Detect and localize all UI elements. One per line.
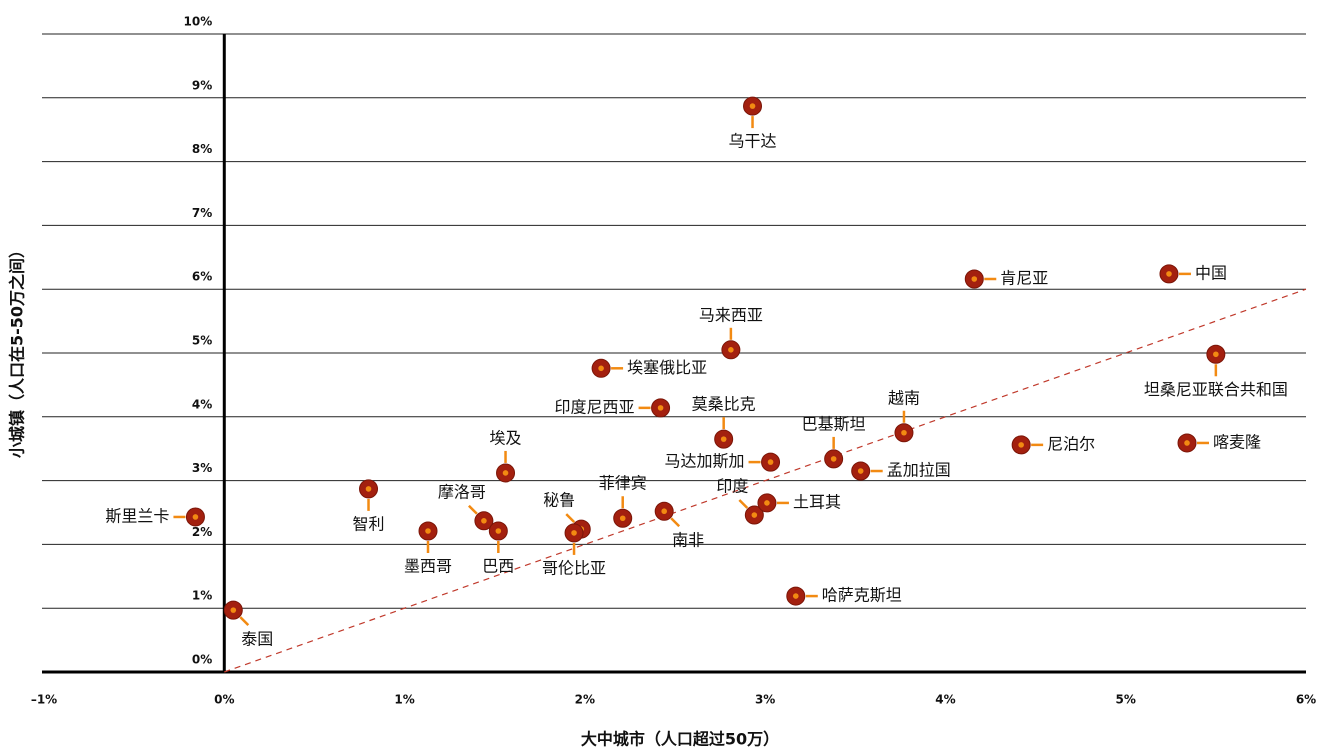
x-tick-label: 6%	[1296, 693, 1316, 707]
point-center	[192, 514, 199, 520]
x-tick-label: 5%	[1116, 693, 1136, 707]
point-center	[571, 530, 577, 536]
y-tick-label: 8%	[192, 142, 212, 156]
point-center	[764, 500, 770, 506]
leader-line	[239, 616, 250, 626]
point-label: 马来西亚	[699, 305, 763, 324]
point-label: 马达加斯加	[665, 452, 745, 471]
y-tick-label: 5%	[192, 334, 212, 348]
point-center	[502, 470, 509, 476]
point-label: 巴西	[482, 557, 514, 576]
point-label: 斯里兰卡	[105, 506, 169, 525]
x-tick-label: 0%	[214, 693, 234, 707]
point-label: 坦桑尼亚联合共和国	[1144, 380, 1288, 399]
point-label: 喀麦隆	[1213, 432, 1261, 451]
point-label: 印度	[716, 477, 748, 496]
point-label: 乌干达	[729, 132, 777, 151]
y-tick-label: 2%	[192, 525, 212, 539]
y-tick-label: 0%	[192, 653, 212, 667]
point-label: 尼泊尔	[1047, 434, 1095, 453]
leader-line	[738, 499, 749, 509]
point-center	[901, 429, 907, 436]
y-tick-label: 10%	[184, 15, 213, 29]
point-label: 泰国	[241, 630, 273, 649]
x-tick-label: 2%	[575, 693, 595, 707]
leader-line	[468, 504, 478, 515]
point-center	[619, 515, 626, 522]
point-center	[792, 593, 799, 599]
y-axis-title: 小城镇（人口在5-50万之间）	[8, 242, 27, 458]
y-tick-label: 1%	[192, 589, 212, 603]
point-label: 巴基斯坦	[802, 414, 866, 433]
point-center	[365, 486, 372, 492]
reference-line	[224, 288, 1307, 673]
point-label: 莫桑比克	[692, 395, 756, 414]
point-center	[481, 517, 487, 524]
y-tick-label: 9%	[192, 78, 212, 92]
point-center	[857, 468, 864, 474]
point-center	[971, 276, 978, 282]
leader-line	[565, 513, 576, 523]
x-tick-label: 3%	[755, 693, 775, 707]
point-label: 土耳其	[793, 492, 841, 511]
point-label: 智利	[353, 514, 385, 533]
leader-line	[670, 517, 681, 528]
point-center	[1166, 271, 1172, 277]
point-label: 孟加拉国	[887, 461, 951, 480]
x-tick-label: 4%	[935, 693, 955, 707]
point-label: 秘鲁	[543, 491, 575, 510]
point-label: 菲律宾	[599, 474, 647, 493]
x-axis-title: 大中城市（人口超过50万）	[581, 730, 779, 749]
point-label: 印度尼西亚	[555, 397, 635, 416]
point-label: 哈萨克斯坦	[822, 586, 902, 605]
point-center	[749, 103, 756, 109]
point-label: 埃及	[490, 428, 522, 447]
point-center	[767, 459, 774, 465]
x-tick-label: –1%	[31, 693, 57, 707]
y-tick-label: 7%	[192, 206, 212, 220]
point-center	[1213, 351, 1219, 358]
point-center	[830, 456, 837, 462]
point-label: 越南	[888, 388, 920, 407]
point-center	[425, 528, 431, 534]
point-center	[230, 607, 237, 613]
point-label: 摩洛哥	[438, 482, 486, 501]
point-label: 墨西哥	[404, 557, 452, 576]
y-tick-label: 3%	[192, 461, 212, 475]
point-center	[495, 528, 502, 534]
point-label: 肯尼亚	[1000, 268, 1048, 287]
x-tick-label: 1%	[394, 693, 414, 707]
y-tick-label: 6%	[192, 270, 212, 284]
point-center	[598, 365, 604, 372]
point-center	[661, 508, 667, 515]
point-center	[720, 436, 727, 442]
y-tick-label: 4%	[192, 397, 212, 411]
point-center	[751, 512, 758, 518]
point-label: 埃塞俄比亚	[627, 358, 707, 377]
point-center	[1184, 440, 1190, 446]
point-label: 哥伦比亚	[542, 558, 606, 577]
point-label: 南非	[672, 531, 704, 550]
point-label: 中国	[1195, 263, 1227, 282]
point-center	[1018, 442, 1024, 448]
point-center	[728, 347, 734, 353]
point-center	[657, 405, 664, 411]
